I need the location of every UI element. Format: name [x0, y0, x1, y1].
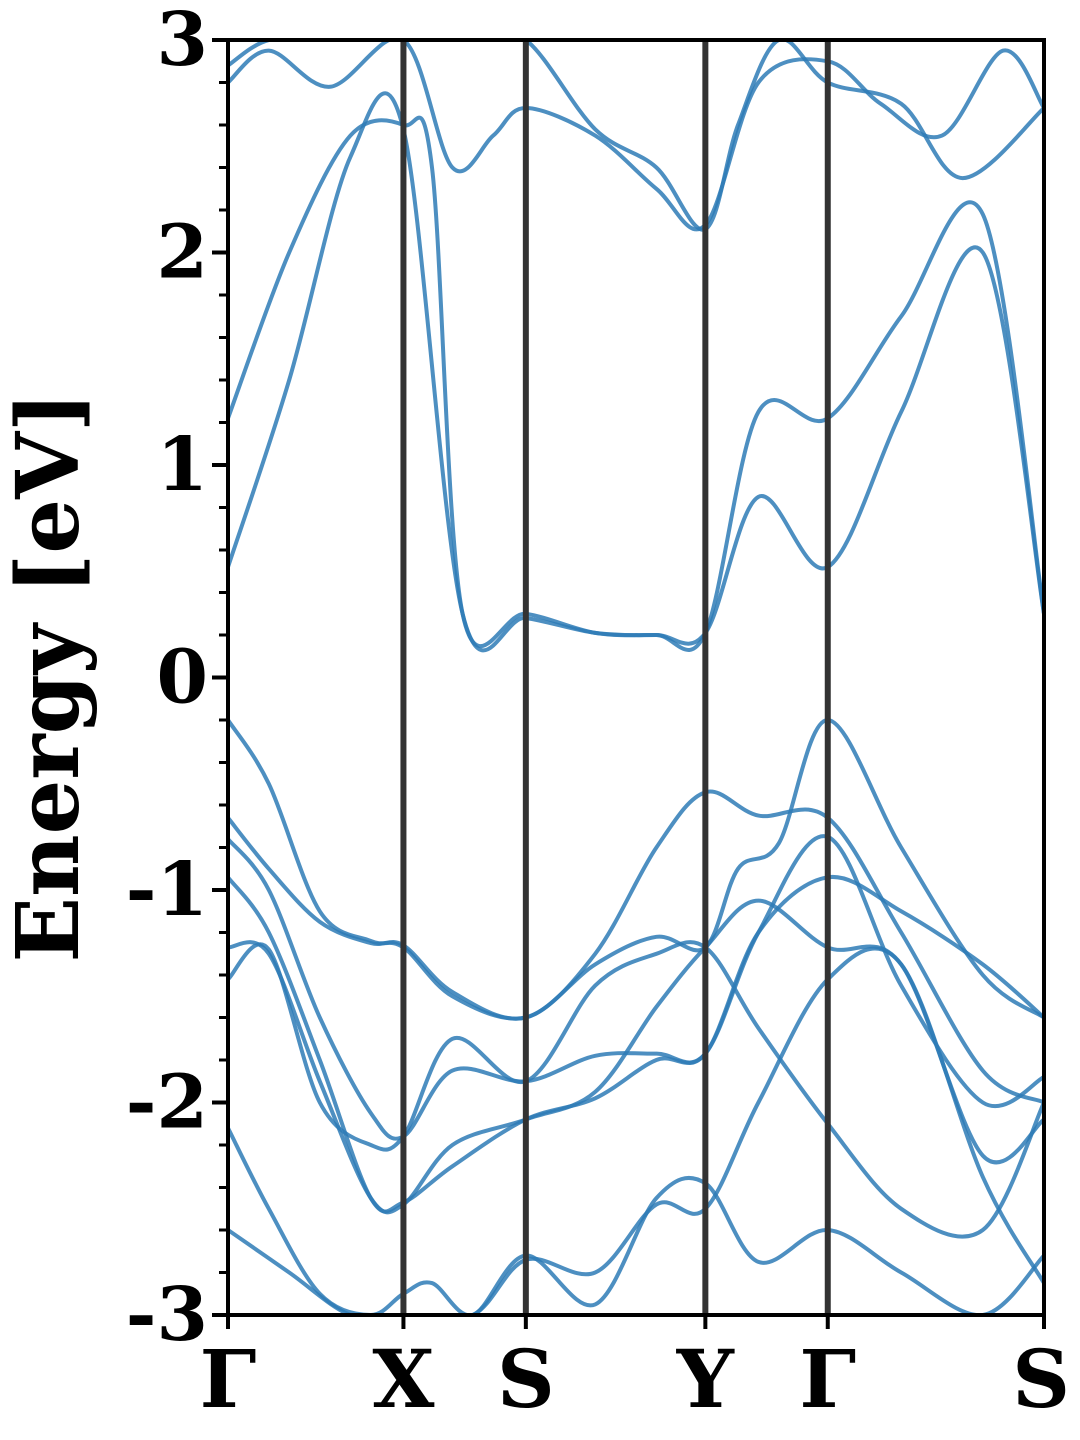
- band-line-8: [228, 940, 1044, 1239]
- band-line-6: [228, 874, 1044, 1214]
- y-tick-label: -1: [126, 847, 208, 933]
- band-line-4: [228, 789, 1044, 1105]
- band-line-1: [228, 91, 1044, 653]
- y-tick-label: -3: [126, 1272, 208, 1358]
- band-line-9: [228, 1126, 1044, 1315]
- y-axis-title: Energy [eV]: [0, 392, 99, 963]
- y-axis: -3 -2 -1 0 1 2 3: [126, 0, 228, 1358]
- band-line-10: [228, 946, 1044, 1315]
- band-lines: [228, 40, 1044, 1315]
- x-tick-label: Γ: [799, 1332, 856, 1426]
- band-line-5: [228, 834, 1044, 1141]
- band-line-3: [228, 717, 1044, 1021]
- y-tick-label: 0: [157, 635, 209, 721]
- x-tick-label: Y: [676, 1332, 735, 1426]
- x-tick-label: X: [372, 1332, 434, 1426]
- plot-frame: [226, 38, 1046, 1317]
- band-line-7: [228, 898, 1044, 1215]
- band-line-12: [228, 40, 1044, 232]
- x-tick-label: S: [1012, 1332, 1070, 1426]
- x-tick-label: Γ: [200, 1332, 257, 1426]
- band-line-11: [228, 40, 1044, 232]
- x-tick-label: S: [497, 1332, 555, 1426]
- y-tick-label: 3: [157, 0, 209, 83]
- y-tick-label: 2: [157, 210, 209, 296]
- band-line-2: [228, 115, 1044, 652]
- high-symmetry-lines: [400, 40, 831, 1315]
- y-tick-label: 1: [157, 422, 209, 508]
- y-tick-label: -2: [126, 1060, 208, 1146]
